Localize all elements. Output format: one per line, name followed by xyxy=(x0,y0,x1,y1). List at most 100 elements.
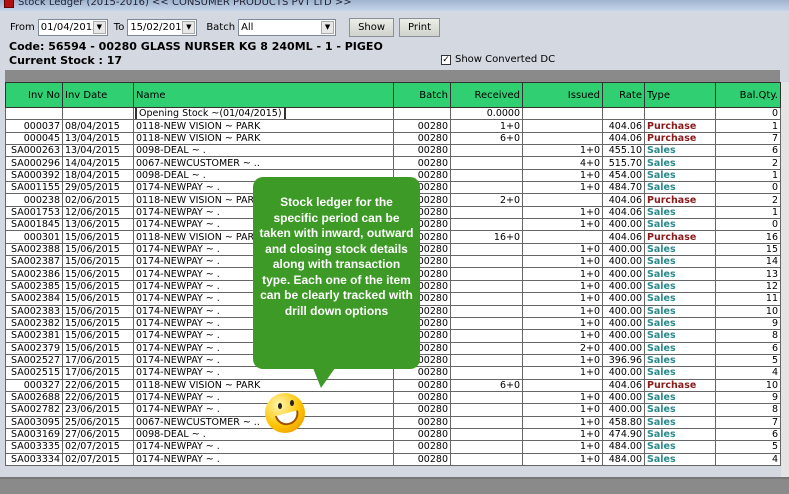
table-row[interactable]: SA002527 17/06/2015 0174-NEWPAY ~ . 00280 1+… xyxy=(5,353,781,368)
smiley-icon xyxy=(265,393,305,433)
column-header-inv-date[interactable]: Inv Date xyxy=(62,82,134,108)
cell-inv-date: 29/05/2015 xyxy=(62,181,134,195)
cell-received xyxy=(450,255,523,269)
table-row[interactable]: SA000263 13/04/2015 0098-DEAL ~ . 00280 1+0 4… xyxy=(5,144,781,158)
cell-name: 0067-NEWCUSTOMER ~ .. xyxy=(133,156,394,170)
cell-rate: 400.00 xyxy=(602,255,645,269)
toolbar: From 01/04/2015 ▼ To 15/02/2016 ▼ Batch … xyxy=(10,17,441,37)
cell-inv-no: SA001753 xyxy=(5,205,63,220)
cell-issued: 1+0 xyxy=(522,242,603,257)
cell-received: 6+0 xyxy=(450,378,523,392)
cell-issued xyxy=(522,193,603,207)
cell-type: Sales xyxy=(644,156,716,170)
cell-inv-date: 22/06/2015 xyxy=(62,390,134,405)
cell-batch: 00280 xyxy=(393,144,451,158)
cell-name: 0118-NEW VISION ~ PARK xyxy=(133,119,394,133)
table-row[interactable]: SA003095 25/06/2015 0067-NEWCUSTOMER ~ .. 0… xyxy=(5,415,781,429)
cell-issued: 2+0 xyxy=(522,341,603,355)
cell-received xyxy=(450,427,523,442)
table-row[interactable]: 000045 13/04/2015 0118-NEW VISION ~ PARK 00… xyxy=(5,131,781,146)
cell-issued xyxy=(522,106,603,121)
current-stock: Current Stock : 17 xyxy=(9,54,123,67)
cell-inv-no: SA002515 xyxy=(5,366,63,380)
cell-type xyxy=(644,106,716,121)
cell-issued: 1+0 xyxy=(522,267,603,281)
column-header-rate[interactable]: Rate xyxy=(602,82,645,108)
cell-received xyxy=(450,218,523,232)
smiley-eye xyxy=(290,400,294,406)
column-header-type[interactable]: Type xyxy=(644,82,716,108)
table-row[interactable]: 000037 08/04/2015 0118-NEW VISION ~ PARK 00… xyxy=(5,119,781,133)
from-date-picker[interactable]: 01/04/2015 ▼ xyxy=(37,18,108,36)
cell-inv-no: SA000296 xyxy=(5,156,63,170)
cell-inv-no: SA002383 xyxy=(5,304,63,318)
cell-issued: 1+0 xyxy=(522,181,603,195)
column-header-received[interactable]: Received xyxy=(450,82,523,108)
print-button[interactable]: Print xyxy=(399,17,441,37)
column-header-bal-qty[interactable]: Bal.Qty. xyxy=(715,82,781,108)
cell-received xyxy=(450,292,523,306)
cell-inv-date: 22/06/2015 xyxy=(62,378,134,392)
column-header-batch[interactable]: Batch xyxy=(393,82,451,108)
cell-received xyxy=(450,279,523,294)
column-header-inv-no[interactable]: Inv No xyxy=(5,82,63,108)
cell-issued: 1+0 xyxy=(522,292,603,306)
column-header-issued[interactable]: Issued xyxy=(522,82,603,108)
table-row[interactable]: SA003334 02/07/2015 0174-NEWPAY ~ . 00280 1+… xyxy=(5,452,781,466)
cell-received xyxy=(450,144,523,158)
cell-type: Sales xyxy=(644,181,716,195)
table-row[interactable]: 000327 22/06/2015 0118-NEW VISION ~ PARK 00… xyxy=(5,378,781,392)
info-callout: Stock ledger for the specific period can… xyxy=(253,177,420,369)
table-row[interactable]: SA000296 14/04/2015 0067-NEWCUSTOMER ~ .. 0… xyxy=(5,156,781,170)
cell-bal-qty: 2 xyxy=(715,156,781,170)
column-header-name[interactable]: Name xyxy=(133,82,394,108)
cell-inv-no: SA003334 xyxy=(5,452,63,466)
cell-rate xyxy=(602,106,645,121)
cell-type: Sales xyxy=(644,255,716,269)
cell-bal-qty: 5 xyxy=(715,440,781,454)
callout-tail xyxy=(313,368,335,388)
cell-issued: 1+0 xyxy=(522,144,603,158)
table-row[interactable]: SA003335 02/07/2015 0174-NEWPAY ~ . 00280 1+… xyxy=(5,440,781,454)
cell-batch: 00280 xyxy=(393,378,451,392)
cell-issued: 1+0 xyxy=(522,366,603,380)
cell-batch: 00280 xyxy=(393,452,451,466)
chevron-down-icon[interactable]: ▼ xyxy=(182,20,196,34)
cell-issued: 1+0 xyxy=(522,390,603,405)
cell-inv-no: SA001845 xyxy=(5,218,63,232)
to-date-picker[interactable]: 15/02/2016 ▼ xyxy=(127,18,198,36)
cell-rate: 400.00 xyxy=(602,390,645,405)
cell-bal-qty: 8 xyxy=(715,329,781,343)
cell-issued: 4+0 xyxy=(522,156,603,170)
cell-inv-date: 15/06/2015 xyxy=(62,341,134,355)
cell-type: Sales xyxy=(644,279,716,294)
cell-inv-no: 000238 xyxy=(5,193,63,207)
show-converted-dc-checkbox[interactable]: ✓ Show Converted DC xyxy=(441,54,555,65)
cell-rate: 454.00 xyxy=(602,168,645,183)
cell-inv-no: SA002384 xyxy=(5,292,63,306)
cell-batch: 00280 xyxy=(393,403,451,417)
vertical-scrollbar[interactable] xyxy=(781,82,789,477)
cell-issued xyxy=(522,119,603,133)
cell-inv-no: SA002381 xyxy=(5,329,63,343)
batch-select[interactable]: All ▼ xyxy=(238,18,337,36)
cell-batch: 00280 xyxy=(393,119,451,133)
chevron-down-icon[interactable]: ▼ xyxy=(321,20,335,34)
cell-bal-qty: 16 xyxy=(715,230,781,244)
table-row[interactable]: Opening Stock ~(01/04/2015) 0.0000 0 xyxy=(5,106,781,121)
cell-type: Sales xyxy=(644,316,716,331)
cell-received: 6+0 xyxy=(450,131,523,146)
cell-bal-qty: 10 xyxy=(715,304,781,318)
cell-received xyxy=(450,267,523,281)
cell-rate: 400.00 xyxy=(602,279,645,294)
table-row[interactable]: SA002782 23/06/2015 0174-NEWPAY ~ . 00280 1+… xyxy=(5,403,781,417)
chevron-down-icon[interactable]: ▼ xyxy=(92,20,106,34)
cell-received xyxy=(450,316,523,331)
cell-name: 0118-NEW VISION ~ PARK xyxy=(133,131,394,146)
table-row[interactable]: SA002688 22/06/2015 0174-NEWPAY ~ . 00280 1+… xyxy=(5,390,781,405)
show-button[interactable]: Show xyxy=(349,17,395,37)
table-row[interactable]: SA003169 27/06/2015 0098-DEAL ~ . 00280 1+0 4… xyxy=(5,427,781,442)
checkbox-checked-icon[interactable]: ✓ xyxy=(441,54,451,65)
cell-bal-qty: 9 xyxy=(715,316,781,331)
cell-rate: 400.00 xyxy=(602,341,645,355)
